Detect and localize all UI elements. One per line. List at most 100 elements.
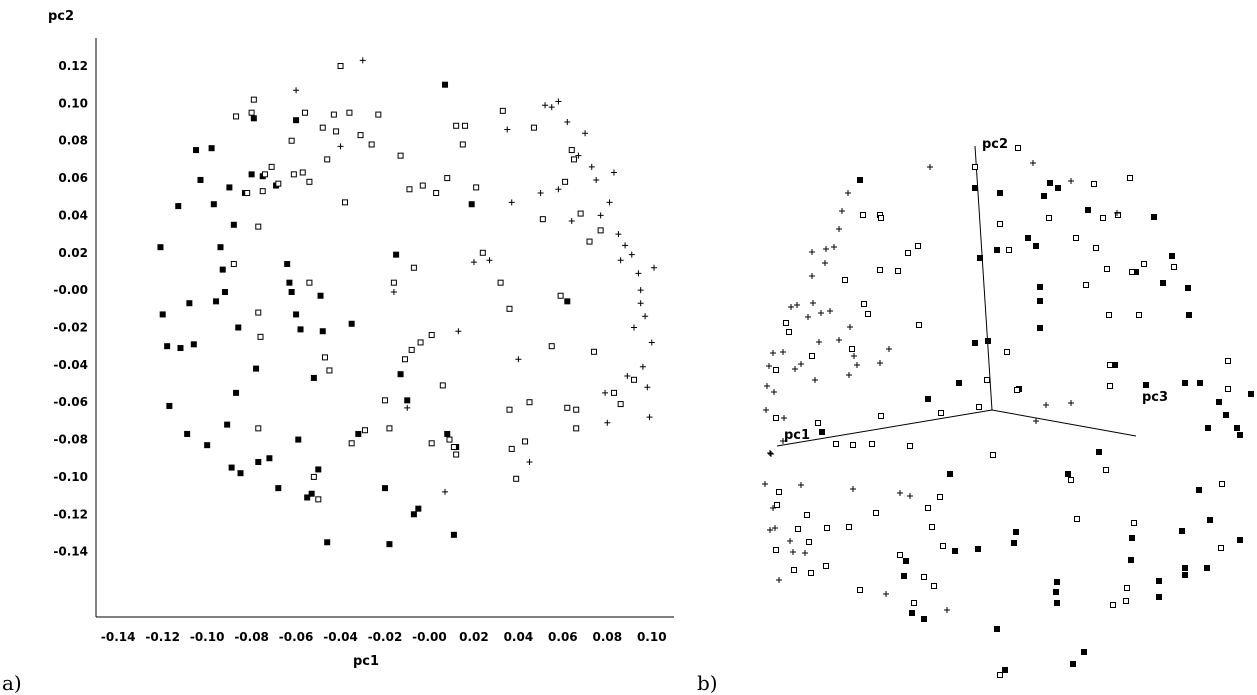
data-point	[897, 552, 903, 558]
data-point	[548, 104, 555, 111]
data-point	[1186, 312, 1192, 318]
data-point	[1131, 520, 1137, 526]
data-point	[450, 531, 457, 538]
data-point	[929, 524, 935, 530]
data-point	[905, 250, 911, 256]
data-point	[433, 190, 440, 197]
y-tick-label: -0.10	[53, 470, 88, 484]
data-point	[357, 132, 364, 139]
data-point	[873, 510, 879, 516]
x-tick-label: 0.06	[548, 630, 578, 644]
data-point	[788, 304, 794, 310]
data-point	[1068, 477, 1074, 483]
data-point	[762, 481, 768, 487]
data-point	[259, 188, 266, 195]
data-point	[802, 550, 808, 556]
y-tick-label: -0.12	[53, 507, 88, 521]
data-point	[1114, 210, 1120, 216]
data-point	[806, 539, 812, 545]
data-point	[771, 389, 777, 395]
data-point	[213, 298, 220, 305]
data-point	[994, 247, 1000, 253]
data-point	[606, 199, 613, 206]
data-point	[1182, 380, 1188, 386]
data-point	[310, 473, 317, 480]
data-point	[290, 171, 297, 178]
data-point	[836, 226, 842, 232]
data-point	[390, 279, 397, 286]
data-point	[1103, 467, 1109, 473]
data-point	[990, 452, 996, 458]
data-point	[237, 470, 244, 477]
data-point	[637, 300, 644, 307]
data-point	[794, 302, 800, 308]
data-point	[1171, 264, 1177, 270]
data-point	[361, 427, 368, 434]
data-point	[857, 587, 863, 593]
data-point	[570, 156, 577, 163]
data-points-3d	[762, 145, 1254, 678]
data-point	[644, 384, 651, 391]
data-point	[442, 488, 449, 495]
y-tick-label: 0.12	[58, 59, 88, 73]
data-point	[1219, 481, 1225, 487]
data-point	[268, 163, 275, 170]
data-point	[382, 485, 388, 492]
data-point	[877, 267, 883, 273]
data-point	[230, 260, 237, 267]
data-point	[767, 527, 773, 533]
data-point	[204, 442, 211, 449]
data-point	[1006, 247, 1012, 253]
data-point	[375, 111, 382, 118]
data-point	[997, 190, 1003, 196]
data-point	[597, 227, 604, 234]
data-point	[833, 441, 839, 447]
data-point	[184, 430, 191, 437]
data-point	[897, 490, 903, 496]
x-tick-label: -0.14	[101, 630, 136, 644]
data-point	[869, 441, 875, 447]
data-point	[508, 199, 515, 206]
data-point	[506, 406, 513, 413]
data-point	[780, 349, 786, 355]
data-point	[386, 541, 393, 548]
data-point	[337, 63, 344, 70]
data-point	[1011, 540, 1017, 546]
data-point	[937, 494, 943, 500]
data-point	[557, 292, 564, 299]
data-point	[816, 339, 822, 345]
data-point	[486, 257, 493, 264]
data-point	[319, 328, 326, 335]
data-point	[301, 109, 308, 116]
data-point	[248, 171, 255, 178]
data-point	[977, 255, 983, 261]
data-point	[1141, 261, 1147, 267]
data-point	[348, 320, 355, 327]
data-point	[1091, 181, 1097, 187]
data-point	[219, 266, 226, 273]
data-point	[284, 260, 291, 267]
data-point	[555, 98, 562, 105]
panel-b-3d-scatter: pc1 pc2 pc3	[762, 137, 1254, 678]
data-point	[635, 270, 642, 277]
data-point	[462, 122, 469, 129]
data-point	[253, 365, 260, 372]
y-tick-label: 0.08	[58, 134, 88, 148]
data-point	[925, 396, 931, 402]
data-point	[639, 363, 646, 370]
data-point	[824, 525, 830, 531]
data-point	[878, 215, 884, 221]
data-point	[470, 259, 477, 266]
data-point	[455, 328, 462, 335]
data-point	[593, 176, 600, 183]
y-tick-label: 0.10	[58, 96, 88, 110]
data-point	[326, 367, 333, 374]
x-tick-label: 0.08	[593, 630, 623, 644]
x-tick-label: 0.10	[637, 630, 667, 644]
data-point	[1037, 325, 1043, 331]
data-point	[877, 360, 883, 366]
data-point	[823, 246, 829, 252]
data-point	[1065, 471, 1071, 477]
data-point	[157, 244, 164, 251]
data-point	[288, 289, 295, 296]
